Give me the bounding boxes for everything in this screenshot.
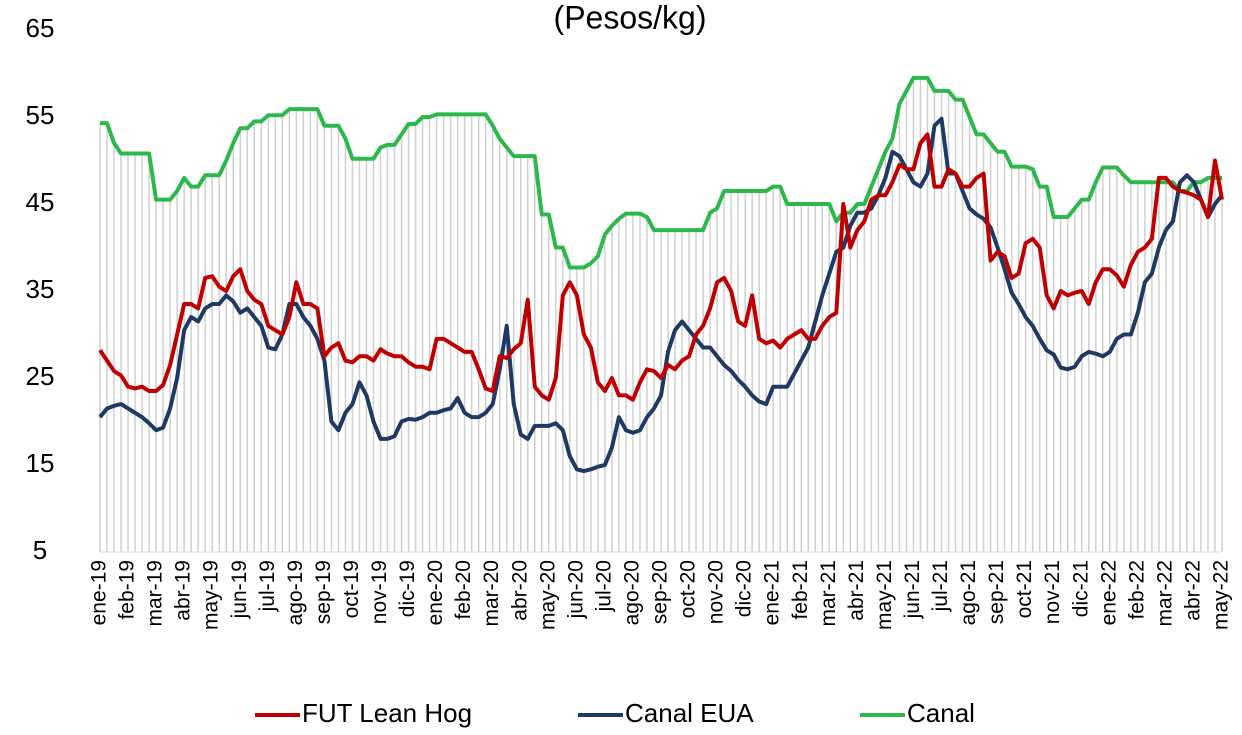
x-tick-label: jul-21 — [929, 560, 952, 612]
series-line — [98, 132, 1224, 402]
x-tick-label: feb-20 — [452, 560, 475, 620]
x-tick-label: abr-21 — [845, 560, 868, 621]
y-tick-label: 35 — [26, 274, 55, 304]
x-tick-label: ene-19 — [88, 560, 111, 625]
x-tick-label: nov-21 — [1041, 560, 1064, 624]
x-tick-label: ene-22 — [1097, 560, 1120, 625]
legend-label: Canal — [907, 698, 975, 728]
x-tick-label: oct-21 — [1013, 560, 1036, 618]
x-tick-label: nov-19 — [368, 560, 391, 624]
x-tick-label: jun-20 — [564, 560, 587, 619]
x-tick-label: jul-19 — [256, 560, 279, 612]
x-tick-label: ago-20 — [620, 560, 643, 625]
x-tick-label: abr-22 — [1181, 560, 1204, 621]
x-tick-label: ago-19 — [284, 560, 307, 625]
series-line — [98, 116, 1224, 474]
x-tick-label: feb-21 — [789, 560, 812, 620]
x-tick-label: sep-20 — [649, 560, 672, 624]
x-tick-label: dic-20 — [733, 560, 756, 617]
x-tick-label: ago-21 — [957, 560, 980, 625]
y-tick-label: 65 — [26, 13, 55, 43]
x-tick-label: mar-22 — [1153, 560, 1176, 627]
x-tick-label: may-19 — [200, 560, 223, 630]
x-tick-label: jul-20 — [592, 560, 615, 612]
x-tick-label: oct-19 — [340, 560, 363, 618]
x-tick-label: may-21 — [873, 560, 896, 630]
x-tick-label: mar-21 — [817, 560, 840, 627]
x-tick-label: jun-21 — [901, 560, 924, 619]
legend-label: Canal EUA — [625, 698, 754, 728]
y-tick-label: 5 — [33, 535, 47, 565]
legend-label: FUT Lean Hog — [302, 698, 472, 728]
x-tick-label: jun-19 — [228, 560, 251, 619]
x-tick-label: mar-20 — [480, 560, 503, 627]
series-line — [100, 75, 1222, 270]
y-tick-label: 55 — [26, 100, 55, 130]
x-tick-label: may-20 — [536, 560, 559, 630]
y-tick-label: 15 — [26, 448, 55, 478]
x-tick-label: sep-21 — [985, 560, 1008, 624]
x-tick-label: may-22 — [1210, 560, 1233, 630]
x-tick-label: mar-19 — [144, 560, 167, 627]
x-tick-label: abr-20 — [508, 560, 531, 621]
x-tick-label: feb-19 — [116, 560, 139, 620]
x-tick-label: sep-19 — [312, 560, 335, 624]
chart-title: (Pesos/kg) — [554, 0, 707, 35]
y-tick-label: 25 — [26, 361, 55, 391]
x-tick-label: nov-20 — [705, 560, 728, 624]
y-tick-label: 45 — [26, 187, 55, 217]
x-tick-label: feb-22 — [1125, 560, 1148, 620]
x-tick-label: abr-19 — [172, 560, 195, 621]
x-tick-label: ene-21 — [761, 560, 784, 625]
x-tick-label: dic-21 — [1069, 560, 1092, 617]
x-tick-label: dic-19 — [396, 560, 419, 617]
x-tick-label: ene-20 — [424, 560, 447, 625]
x-tick-label: oct-20 — [677, 560, 700, 618]
